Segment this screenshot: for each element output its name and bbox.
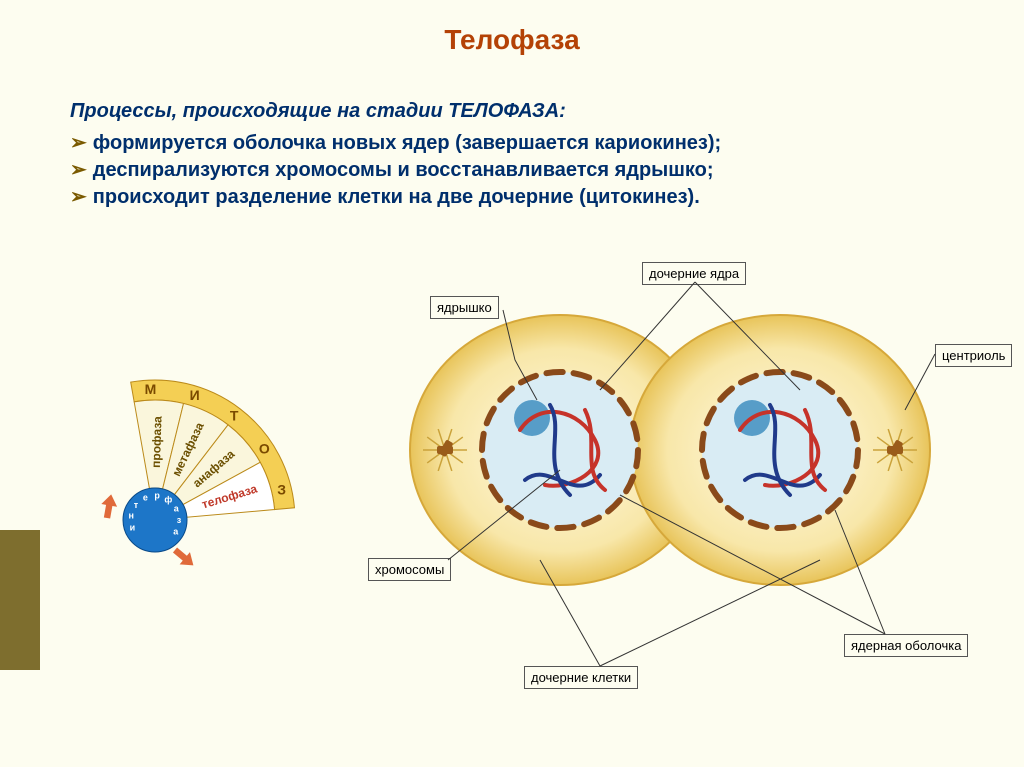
svg-text:Т: Т — [230, 408, 239, 424]
bullet-text: деспирализуются хромосомы и восстанавлив… — [93, 159, 714, 181]
svg-text:т: т — [134, 500, 139, 510]
bullet-arrow-icon: ➢ — [70, 186, 87, 208]
subtitle: Процессы, происходящие на стадии ТЕЛОФАЗ… — [70, 100, 566, 123]
label-daughter-cells: дочерние клетки — [524, 666, 638, 689]
svg-text:р: р — [154, 490, 160, 500]
svg-text:З: З — [277, 481, 286, 497]
svg-text:О: О — [259, 440, 270, 456]
label-centriole: центриоль — [935, 344, 1012, 367]
svg-text:профаза: профаза — [149, 416, 165, 468]
page-title: Телофаза — [0, 24, 1024, 56]
bullet-arrow-icon: ➢ — [70, 132, 87, 154]
bullet-text: формируется оболочка новых ядер (заверша… — [93, 132, 721, 154]
svg-text:М: М — [145, 381, 157, 397]
bullet-list: ➢ формируется оболочка новых ядер (заверш… — [70, 130, 721, 211]
svg-text:н: н — [129, 511, 134, 521]
bullet-item: ➢ происходит разделение клетки на две доч… — [70, 184, 721, 211]
side-decoration — [0, 530, 40, 670]
svg-text:И: И — [190, 387, 200, 403]
bullet-item: ➢ формируется оболочка новых ядер (заверш… — [70, 130, 721, 157]
bullet-item: ➢ деспирализуются хромосомы и восстанавли… — [70, 157, 721, 184]
mitosis-fan-diagram: МИТОЗпрофазаметафазаанафазателофазаинтер… — [55, 320, 315, 580]
telophase-cell-diagram — [390, 290, 950, 610]
label-nucleolus: ядрышко — [430, 296, 499, 319]
svg-text:и: и — [130, 523, 136, 533]
bullet-text: происходит разделение клетки на две доче… — [93, 186, 700, 208]
label-chromosomes: хромосомы — [368, 558, 451, 581]
label-daughter-nuclei: дочерние ядра — [642, 262, 746, 285]
label-nuclear-envelope: ядерная оболочка — [844, 634, 968, 657]
bullet-arrow-icon: ➢ — [70, 159, 87, 181]
svg-text:е: е — [143, 492, 148, 502]
svg-text:ф: ф — [164, 494, 172, 504]
svg-text:з: з — [177, 515, 182, 525]
